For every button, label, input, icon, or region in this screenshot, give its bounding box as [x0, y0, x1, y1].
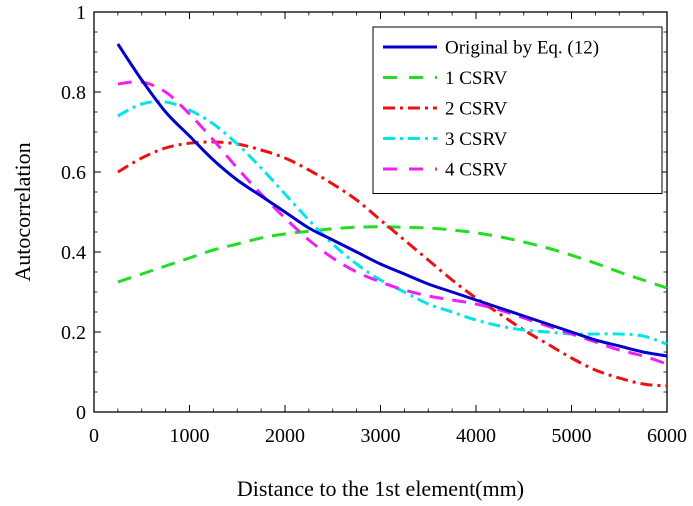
legend-label-2: 2 CSRV — [445, 99, 508, 120]
x-tick-label: 4000 — [456, 425, 496, 447]
y-axis-label: Autocorrelation — [10, 142, 35, 281]
y-tick-label: 0.6 — [61, 162, 86, 184]
x-tick-label: 6000 — [647, 425, 687, 447]
x-axis-label: Distance to the 1st element(mm) — [237, 476, 524, 501]
x-tick-label: 2000 — [265, 425, 305, 447]
y-tick-label: 0.8 — [61, 82, 86, 104]
y-tick-label: 0.2 — [61, 322, 86, 344]
legend-label-4: 4 CSRV — [445, 160, 508, 181]
legend-label-1: 1 CSRV — [445, 68, 508, 89]
x-tick-label: 1000 — [170, 425, 210, 447]
y-tick-label: 0 — [76, 402, 86, 424]
x-tick-label: 0 — [89, 425, 99, 447]
series-line-2 — [117, 140, 668, 388]
y-tick-label: 1 — [76, 2, 86, 24]
x-tick-label: 3000 — [361, 425, 401, 447]
series-line-0 — [116, 43, 668, 358]
series-layer — [116, 43, 668, 388]
y-tick-label: 0.4 — [61, 242, 86, 264]
series-line-4 — [117, 80, 668, 366]
legend-label-3: 3 CSRV — [445, 129, 508, 150]
x-tick-label: 5000 — [552, 425, 592, 447]
legend-label-0: Original by Eq. (12) — [445, 38, 599, 59]
series-line-1 — [117, 225, 668, 290]
axis-ticks: 0 1000 2000 3000 4000 5000 6000 0 0.2 0.4 0.6 0.8 1 — [61, 2, 687, 447]
legend-box — [372, 26, 663, 194]
legend: Original by Eq. (12) 1 CSRV 2 CSRV 3 CSRV 4 … — [372, 26, 663, 194]
